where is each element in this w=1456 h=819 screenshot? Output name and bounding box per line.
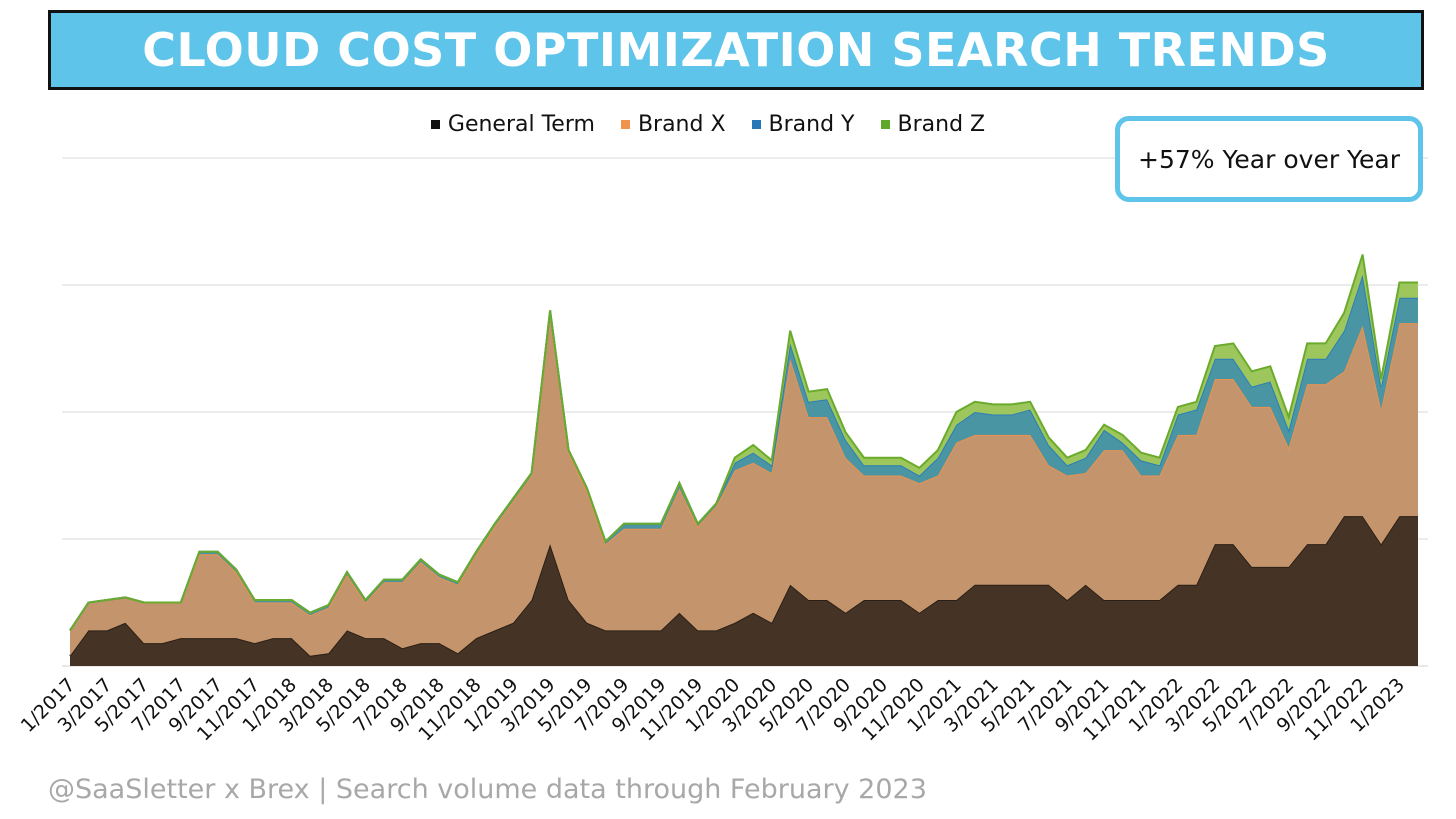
legend-item-brand-x: Brand X bbox=[620, 112, 726, 137]
footer-source: @SaaSletter x Brex | Search volume data … bbox=[48, 774, 927, 805]
stacked-areas bbox=[69, 254, 1418, 666]
yoy-callout: +57% Year over Year bbox=[1115, 116, 1423, 202]
title-banner: CLOUD COST OPTIMIZATION SEARCH TRENDS bbox=[48, 10, 1424, 90]
x-axis: 1/20173/20175/20177/20179/201711/20171/2… bbox=[17, 674, 1409, 745]
legend-swatch-general-term bbox=[430, 120, 440, 129]
legend-label-brand-y: Brand Y bbox=[768, 112, 855, 137]
chart-title: CLOUD COST OPTIMIZATION SEARCH TRENDS bbox=[142, 23, 1330, 77]
area-edge-brand-z bbox=[69, 254, 1418, 631]
legend-swatch-brand-x bbox=[620, 120, 630, 129]
legend-swatch-brand-z bbox=[880, 120, 890, 129]
legend-label-general-term: General Term bbox=[447, 112, 595, 137]
area-series-general-term bbox=[70, 516, 1418, 666]
legend-label-brand-z: Brand Z bbox=[897, 112, 986, 137]
yoy-callout-text: +57% Year over Year bbox=[1138, 144, 1400, 174]
legend-item-brand-y: Brand Y bbox=[751, 112, 855, 137]
legend: General Term Brand X Brand Y Brand Z bbox=[0, 112, 1456, 137]
area-series-brand-x bbox=[70, 312, 1418, 656]
legend-swatch-brand-y bbox=[751, 120, 761, 129]
legend-item-general-term: General Term bbox=[430, 112, 595, 137]
legend-label-brand-x: Brand X bbox=[637, 112, 726, 137]
legend-item-brand-z: Brand Z bbox=[880, 112, 986, 137]
